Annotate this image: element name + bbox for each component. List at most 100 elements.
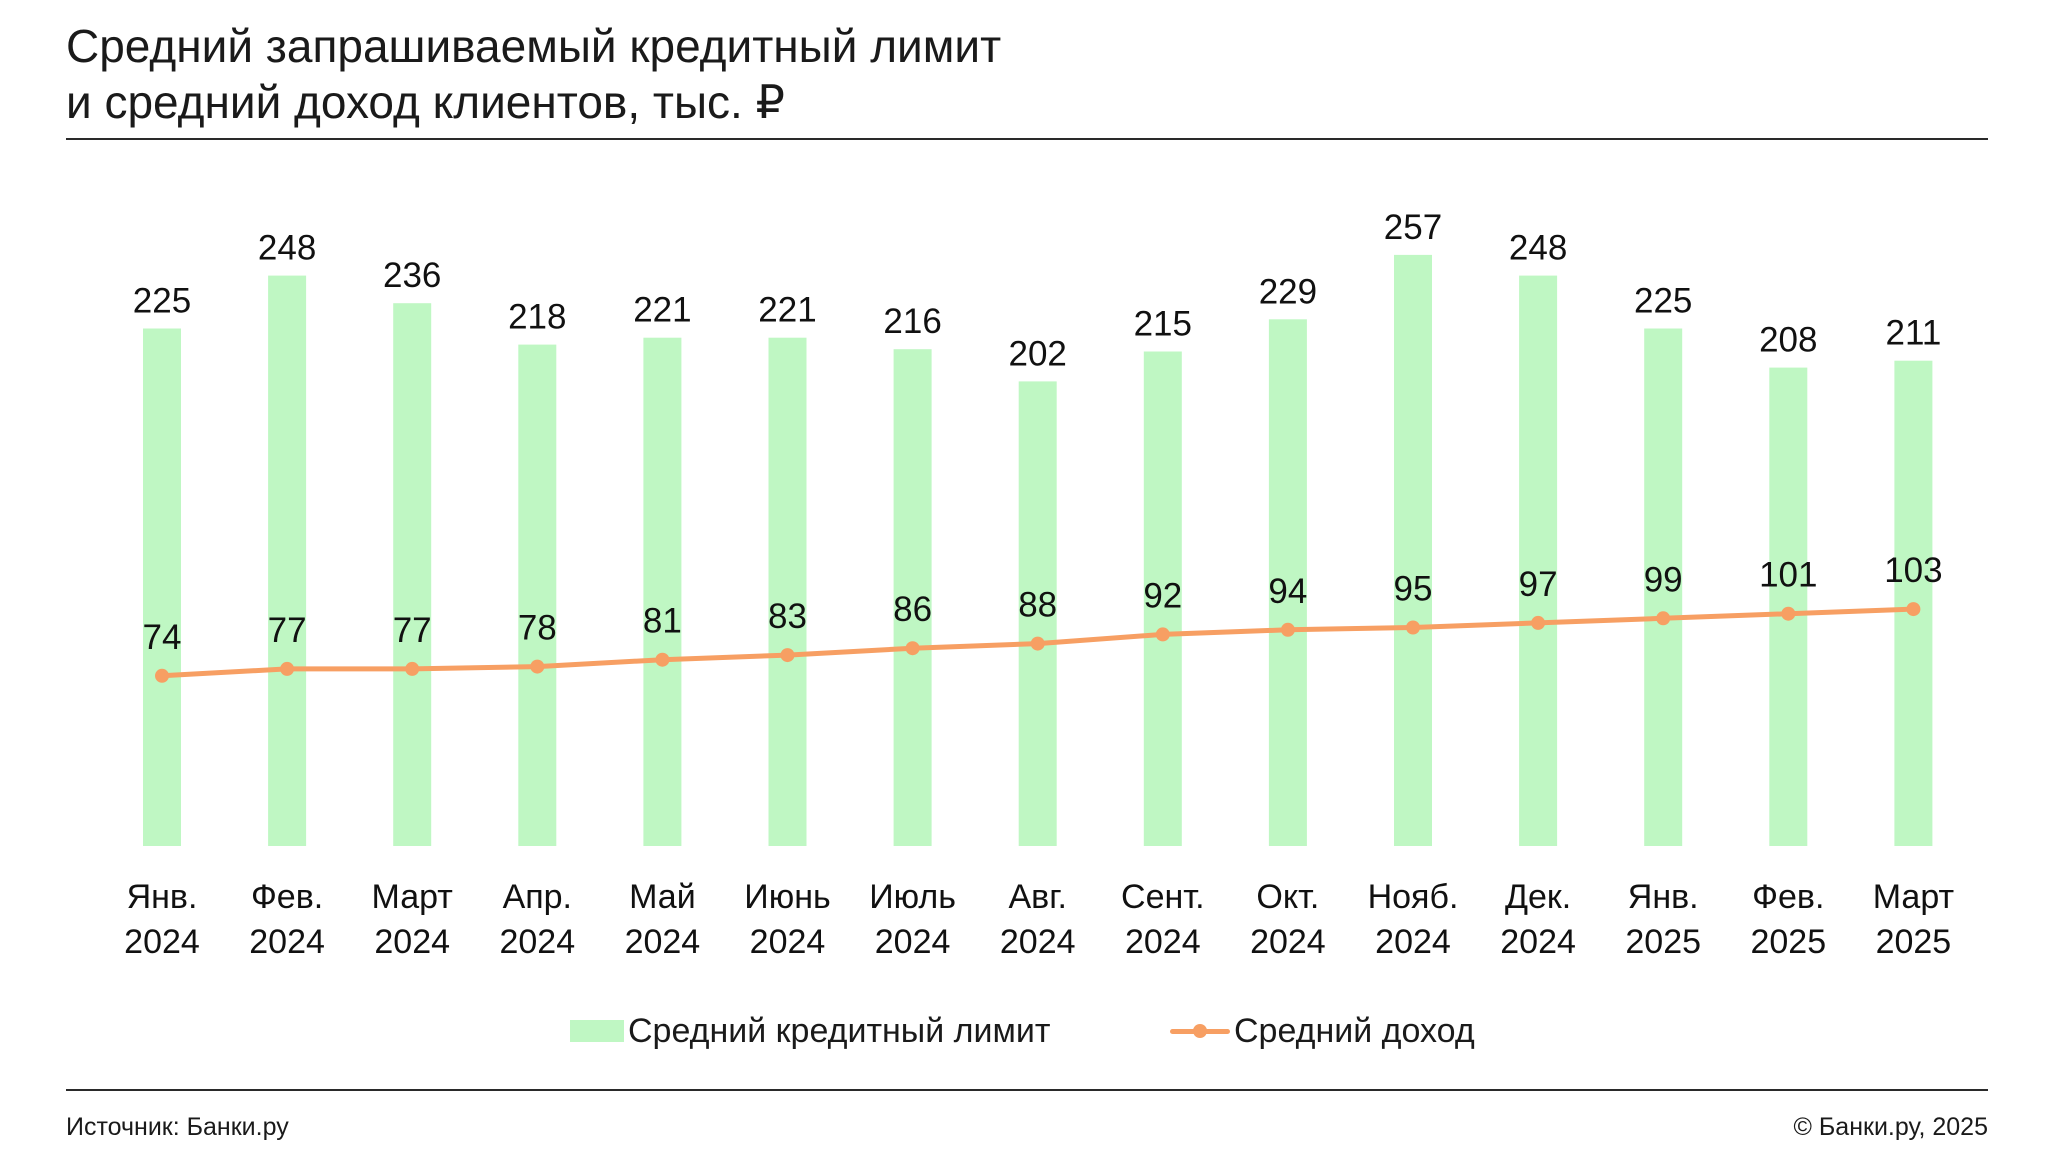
income-value-label: 86	[893, 590, 932, 629]
income-value-label: 101	[1759, 556, 1817, 595]
income-value-label: 74	[143, 618, 182, 657]
legend-credit-limit-label: Средний кредитный лимит	[628, 1011, 1051, 1050]
x-tick-month-label: Дек.	[1505, 878, 1571, 916]
bar-value-label: 208	[1759, 321, 1817, 360]
income-point	[1280, 622, 1295, 637]
x-tick-year-label: 2025	[1876, 923, 1952, 961]
bar-credit-limit	[1519, 275, 1558, 847]
income-value-label: 99	[1644, 560, 1683, 599]
x-tick-month-label: Авг.	[1008, 878, 1066, 916]
income-point	[280, 661, 295, 676]
chart-title: Средний запрашиваемый кредитный лимит и …	[66, 18, 1966, 130]
bottom-divider	[66, 1089, 1988, 1091]
x-tick-year-label: 2024	[1375, 923, 1451, 961]
bar-value-label: 215	[1134, 305, 1192, 344]
income-value-label: 77	[268, 611, 307, 650]
income-point	[1406, 620, 1420, 635]
income-value-label: 97	[1519, 565, 1558, 604]
bar-credit-limit	[268, 275, 307, 847]
x-tick-year-label: 2025	[1750, 923, 1826, 961]
bar-credit-limit	[143, 328, 181, 846]
bar-value-label: 257	[1384, 208, 1442, 247]
legend-income-label: Средний доход	[1234, 1011, 1475, 1050]
source-note: Источник: Банки.ру	[66, 1113, 289, 1141]
x-tick-month-label: Март	[372, 878, 453, 916]
bar-value-label: 248	[1509, 229, 1567, 268]
chart-title-line-2: и средний доход клиентов, тыс. ₽	[66, 76, 785, 128]
x-tick-year-label: 2024	[249, 923, 325, 961]
bar-credit-limit	[1394, 254, 1432, 846]
bar-credit-limit	[1268, 319, 1307, 846]
bar-value-label: 221	[633, 291, 691, 330]
x-tick-year-label: 2024	[1250, 923, 1326, 961]
bar-value-label: 229	[1259, 272, 1317, 311]
legend-bar-swatch	[570, 1020, 624, 1042]
x-tick-month-label: Апр.	[503, 878, 572, 916]
x-tick-month-label: Окт.	[1256, 878, 1319, 916]
legend-item-credit-limit: Средний кредитный лимит	[570, 1006, 1050, 1056]
bar-value-label: 221	[758, 291, 816, 330]
bar-credit-limit	[1143, 351, 1182, 846]
x-tick-month-label: Янв.	[1628, 878, 1699, 916]
income-value-label: 77	[393, 611, 432, 650]
x-tick-year-label: 2024	[124, 923, 200, 961]
income-value-label: 103	[1884, 551, 1942, 590]
income-point	[1531, 615, 1546, 630]
x-tick-month-label: Июнь	[744, 878, 830, 916]
income-value-label: 95	[1394, 570, 1433, 609]
income-point	[405, 661, 420, 676]
bar-value-label: 225	[133, 282, 191, 321]
income-value-label: 81	[643, 602, 682, 641]
x-tick-year-label: 2024	[875, 923, 951, 961]
bar-credit-limit	[893, 349, 932, 846]
income-point	[1781, 606, 1796, 621]
income-point	[1155, 627, 1170, 642]
x-tick-month-label: Сент.	[1121, 878, 1205, 916]
x-tick-year-label: 2024	[1000, 923, 1076, 961]
income-value-label: 83	[768, 597, 807, 636]
x-tick-month-label: Июль	[869, 878, 956, 916]
top-divider	[66, 138, 1988, 140]
income-point	[1656, 611, 1671, 626]
bar-credit-limit	[518, 344, 557, 846]
chart-legend: Средний кредитный лимит Средний доход	[0, 1006, 2049, 1056]
bar-value-label: 202	[1008, 334, 1066, 373]
x-tick-year-label: 2024	[625, 923, 701, 961]
income-point	[780, 648, 795, 663]
x-tick-month-label: Фев.	[251, 878, 323, 916]
income-value-label: 88	[1018, 586, 1057, 625]
bar-value-label: 218	[508, 298, 566, 337]
income-point	[905, 641, 920, 656]
x-tick-month-label: Фев.	[1752, 878, 1824, 916]
bar-credit-limit	[1018, 381, 1057, 846]
x-tick-year-label: 2024	[1500, 923, 1576, 961]
bar-value-label: 248	[258, 229, 316, 268]
copyright-note: © Банки.ру, 2025	[1793, 1113, 1988, 1141]
bar-credit-limit	[643, 337, 682, 846]
income-point	[155, 668, 169, 683]
x-tick-month-label: Март	[1873, 878, 1954, 916]
x-tick-year-label: 2024	[499, 923, 575, 961]
bar-value-label: 236	[383, 256, 441, 295]
bar-credit-limit	[393, 303, 432, 846]
legend-item-income: Средний доход	[1170, 1006, 1475, 1056]
bar-credit-limit	[768, 337, 807, 846]
combo-chart: 225 248 236 218 221 221 216 202 215 229 257 248 225 2…	[124, 208, 1954, 961]
x-tick-month-label: Янв.	[127, 878, 198, 916]
x-tick-year-label: 2024	[1125, 923, 1201, 961]
bar-value-label: 216	[883, 302, 941, 341]
x-tick-month-label: Нояб.	[1368, 878, 1459, 916]
x-tick-year-label: 2024	[374, 923, 450, 961]
bar-value-label: 211	[1885, 314, 1941, 353]
chart-title-line-1: Средний запрашиваемый кредитный лимит	[66, 20, 1002, 72]
x-tick-month-label: Май	[629, 878, 696, 916]
x-tick-year-label: 2024	[750, 923, 826, 961]
legend-line-swatch	[1170, 1020, 1230, 1042]
income-point	[530, 659, 545, 674]
income-point	[655, 652, 670, 667]
income-point	[1030, 636, 1045, 651]
bar-credit-limit	[1644, 328, 1683, 846]
income-point	[1906, 602, 1921, 617]
bar-value-label: 225	[1634, 282, 1692, 321]
income-value-label: 78	[518, 609, 557, 648]
